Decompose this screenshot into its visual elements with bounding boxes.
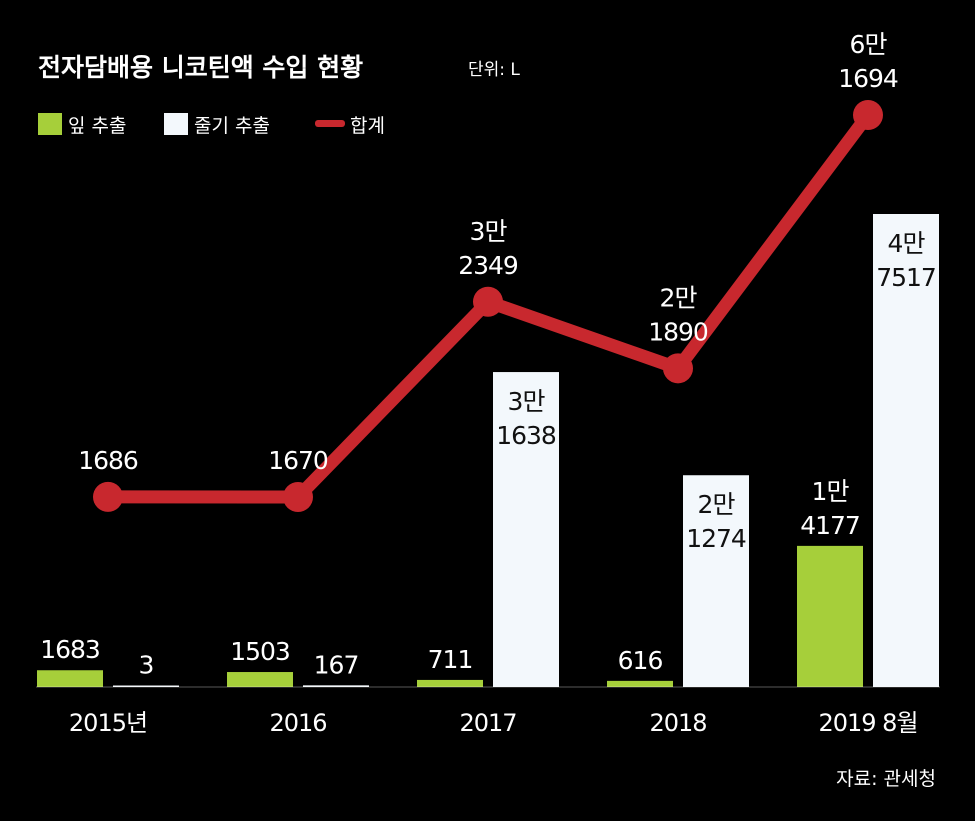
legend-swatch-total xyxy=(315,120,345,127)
data-label-stem-1: 167 xyxy=(314,650,359,679)
total-point-2 xyxy=(473,286,503,317)
chart-title: 전자담배용 니코틴액 수입 현황 xyxy=(38,53,363,82)
bar-stem-3 xyxy=(683,475,749,687)
data-label-leaf-1: 1503 xyxy=(230,637,290,666)
legend-swatch-stem xyxy=(164,113,188,135)
legend-swatch-leaf xyxy=(38,113,62,135)
data-label-leaf-3: 616 xyxy=(618,646,663,675)
bar-stem-0 xyxy=(113,685,179,687)
bar-leaf-2 xyxy=(417,679,483,687)
x-tick-label-0: 2015년 xyxy=(69,709,147,737)
unit-label: 단위: L xyxy=(468,60,520,80)
data-label-stem-3: 2만 1274 xyxy=(686,490,746,553)
data-label-leaf-4: 1만 4177 xyxy=(800,477,860,540)
bar-stem-4 xyxy=(873,214,939,687)
total-point-4 xyxy=(853,100,883,130)
legend-label-leaf: 잎 추출 xyxy=(68,115,126,137)
total-point-1 xyxy=(283,482,313,512)
data-label-stem-2: 3만 1638 xyxy=(496,387,556,450)
total-point-3 xyxy=(663,353,693,384)
bar-leaf-1 xyxy=(227,672,293,687)
total-point-0 xyxy=(93,481,123,512)
data-label-leaf-0: 1683 xyxy=(40,635,100,664)
bar-stem-1 xyxy=(303,685,369,687)
data-label-leaf-2: 711 xyxy=(428,645,473,674)
legend: 잎 추출 줄기 추출 합계 xyxy=(38,113,385,137)
source-note: 자료: 관세청 xyxy=(836,768,936,790)
legend-label-total: 합계 xyxy=(350,115,385,137)
data-label-stem-0: 3 xyxy=(139,651,154,680)
data-label-stem-4: 4만 7517 xyxy=(876,229,936,292)
bar-stem-2 xyxy=(493,372,559,687)
data-label-total-2: 3만 2349 xyxy=(458,217,518,280)
data-label-total-4: 6만 1694 xyxy=(838,30,898,93)
plot-area: 1683 3 2015년 1503 167 2016 711 3만 1638 2017 616 2만 1… xyxy=(37,30,939,737)
bar-leaf-3 xyxy=(607,680,673,687)
bar-leaf-0 xyxy=(37,670,103,687)
data-label-total-3: 2만 1890 xyxy=(648,283,708,346)
x-tick-label-3: 2018 xyxy=(649,709,706,737)
bar-leaf-4 xyxy=(797,545,863,687)
x-tick-label-1: 2016 xyxy=(269,709,326,737)
legend-label-stem: 줄기 추출 xyxy=(194,115,270,137)
data-label-total-1: 1670 xyxy=(268,446,328,475)
x-tick-label-4: 2019 8월 xyxy=(818,709,917,737)
x-tick-label-2: 2017 xyxy=(459,709,516,737)
data-label-total-0: 1686 xyxy=(78,446,138,475)
